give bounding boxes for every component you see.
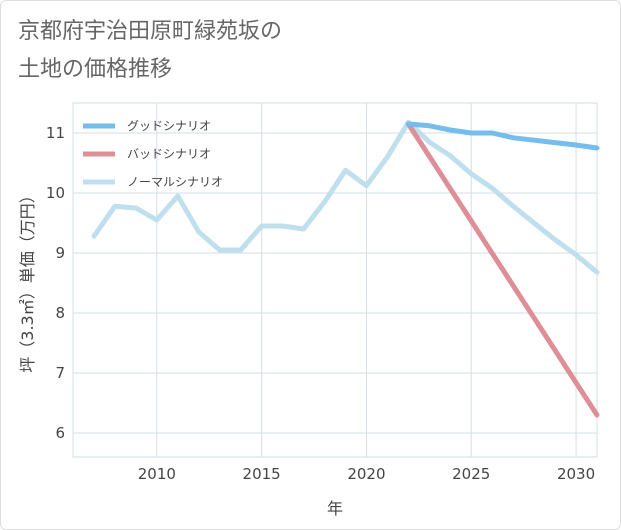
chart-title: 京都府宇治田原町緑苑坂の 土地の価格推移 (18, 13, 282, 89)
series-line-2 (91, 119, 600, 275)
x-tick-label: 2020 (347, 465, 385, 483)
x-tick-label: 2010 (138, 465, 176, 483)
x-tick-labels: 2010 2015 2020 2025 2030 (138, 465, 595, 483)
x-tick-label: 2030 (557, 465, 595, 483)
grid (72, 102, 598, 458)
x-tick-label: 2015 (243, 465, 281, 483)
plot-border (72, 102, 598, 458)
x-axis-label: 年 (327, 499, 343, 518)
legend-label: バッドシナリオ (127, 147, 211, 161)
y-axis-label: 坪（3.3㎡）単価（万円） (18, 187, 37, 372)
legend-label: グッドシナリオ (127, 119, 211, 133)
series-line-1 (405, 121, 600, 418)
y-tick-label: 8 (55, 304, 65, 322)
y-tick-label: 11 (46, 124, 65, 142)
y-tick-label: 10 (46, 184, 65, 202)
title-line-2: 土地の価格推移 (18, 57, 173, 82)
title-line-1: 京都府宇治田原町緑苑坂の (18, 19, 283, 44)
series-line-0 (405, 121, 600, 151)
legend-label: ノーマルシナリオ (127, 175, 223, 189)
series-lines (91, 119, 600, 418)
y-tick-label: 7 (55, 364, 65, 382)
y-tick-labels: 6 7 8 9 10 11 (46, 124, 65, 442)
x-tick-label: 2025 (452, 465, 490, 483)
y-tick-label: 9 (55, 244, 65, 262)
y-tick-label: 6 (55, 424, 65, 442)
